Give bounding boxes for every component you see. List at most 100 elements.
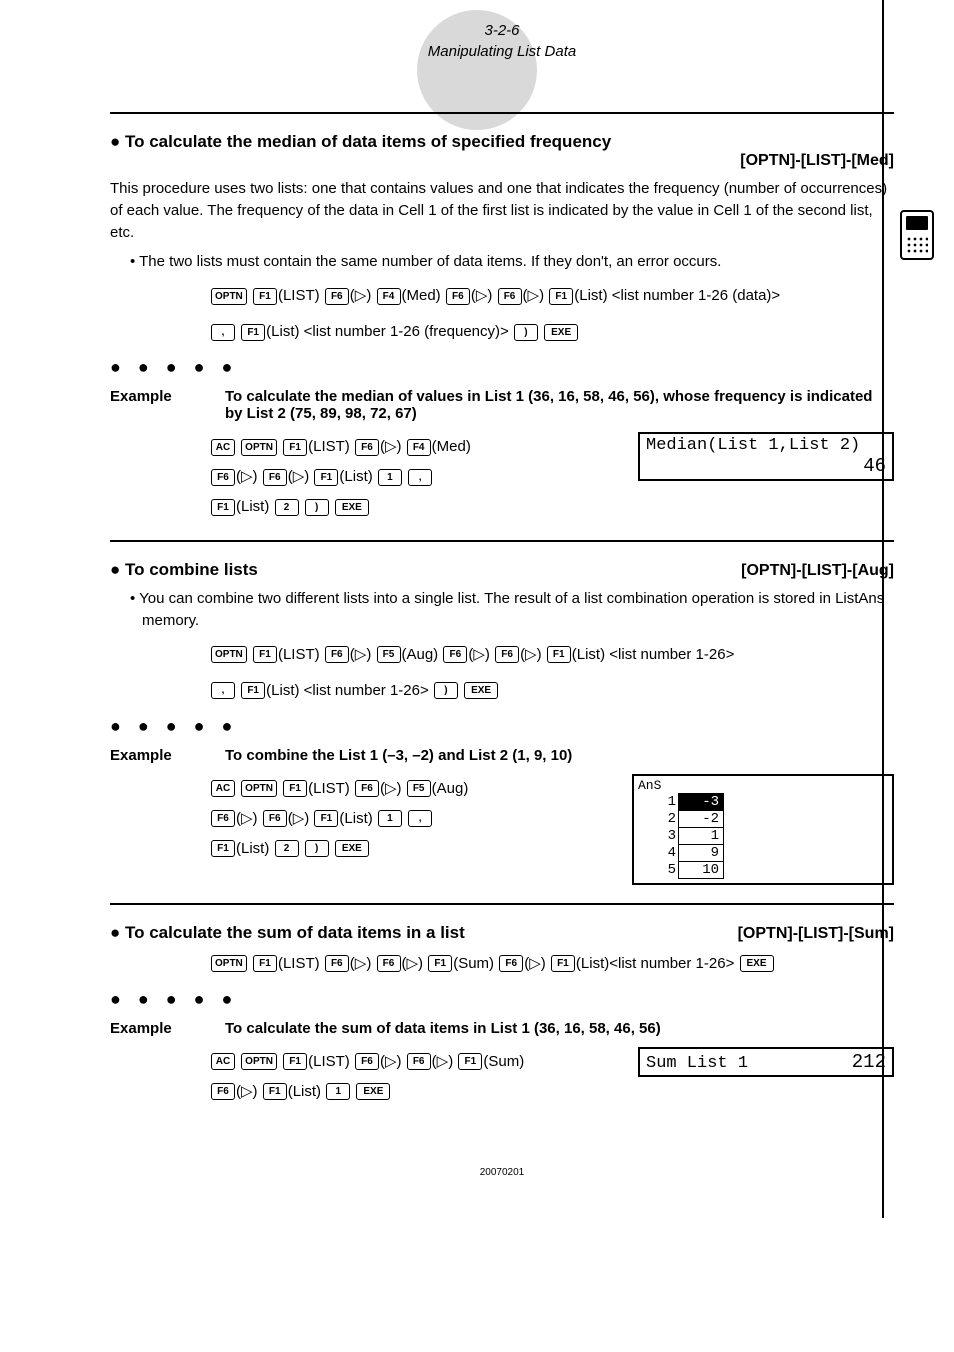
example-text: To calculate the median of values in Lis… — [225, 388, 894, 422]
section-median: ● To calculate the median of data items … — [110, 132, 894, 522]
key-f6: F6 — [355, 1053, 379, 1070]
example-keystrokes: AC OPTN F1(LIST) F6(▷) F4(Med) F6(▷) F6(… — [210, 432, 894, 522]
result-display: AnS 1-32-23149510 — [632, 774, 894, 885]
key-f6: F6 — [355, 780, 379, 797]
key-optn: OPTN — [211, 646, 247, 663]
key-2: 2 — [275, 499, 299, 516]
key-f6: F6 — [325, 955, 349, 972]
key-f6: F6 — [211, 469, 235, 486]
keystroke-block: AC OPTN F1(LIST) F6(▷) F5(Aug) F6(▷) F6(… — [210, 774, 602, 864]
key-f1: F1 — [283, 780, 307, 797]
key-f1: F1 — [314, 810, 338, 827]
key-f6: F6 — [355, 439, 379, 456]
key-exe: EXE — [335, 840, 369, 857]
key-f1: F1 — [283, 1053, 307, 1070]
section-title: ● To calculate the median of data items … — [110, 132, 894, 152]
key-rparen: ) — [514, 324, 538, 341]
key-rparen: ) — [305, 840, 329, 857]
key-comma: , — [211, 682, 235, 699]
key-f1: F1 — [241, 324, 265, 341]
section-title: ● To calculate the sum of data items in … — [110, 923, 465, 943]
key-f5: F5 — [407, 780, 431, 797]
key-exe: EXE — [335, 499, 369, 516]
calculator-icon — [900, 210, 934, 260]
footer-date: 20070201 — [110, 1167, 894, 1178]
key-f1: F1 — [211, 499, 235, 516]
ans-row-index: 5 — [656, 861, 679, 878]
ans-row-value: 9 — [679, 844, 724, 861]
key-f6: F6 — [325, 288, 349, 305]
key-ac: AC — [211, 780, 235, 797]
result-value: 46 — [646, 455, 886, 477]
ans-row-index: 2 — [656, 810, 679, 827]
section-menu: [OPTN]-[LIST]-[Med] — [110, 152, 894, 170]
keystroke-block: AC OPTN F1(LIST) F6(▷) F4(Med) F6(▷) F6(… — [210, 432, 608, 522]
key-f1: F1 — [263, 1083, 287, 1100]
section-title: ● To combine lists — [110, 560, 258, 580]
key-comma: , — [211, 324, 235, 341]
key-2: 2 — [275, 840, 299, 857]
key-f1: F1 — [283, 439, 307, 456]
key-exe: EXE — [544, 324, 578, 341]
ans-header: AnS — [638, 778, 888, 793]
key-f6: F6 — [498, 288, 522, 305]
key-optn: OPTN — [241, 780, 277, 797]
key-f6: F6 — [377, 955, 401, 972]
key-f6: F6 — [407, 1053, 431, 1070]
keystroke-block: AC OPTN F1(LIST) F6(▷) F6(▷) F1(Sum) F6(… — [210, 1047, 608, 1107]
key-f4: F4 — [407, 439, 431, 456]
section-combine: ● To combine lists [OPTN]-[LIST]-[Aug] •… — [110, 560, 894, 885]
ans-row-index: 4 — [656, 844, 679, 861]
key-f1: F1 — [551, 955, 575, 972]
key-f6: F6 — [499, 955, 523, 972]
example-dots: ● ● ● ● ● — [110, 716, 894, 737]
key-ac: AC — [211, 1053, 235, 1070]
example-text: To combine the List 1 (–3, –2) and List … — [225, 747, 894, 764]
key-f6: F6 — [446, 288, 470, 305]
example-text: To calculate the sum of data items in Li… — [225, 1020, 894, 1037]
example-label: Example — [110, 747, 195, 764]
divider — [110, 112, 894, 114]
keystroke-line: OPTN F1(LIST) F6(▷) F5(Aug) F6(▷) F6(▷) … — [210, 640, 894, 670]
section-bullet: • The two lists must contain the same nu… — [130, 251, 894, 273]
key-exe: EXE — [740, 955, 774, 972]
key-1: 1 — [326, 1083, 350, 1100]
key-f1: F1 — [428, 955, 452, 972]
section-para: This procedure uses two lists: one that … — [110, 178, 894, 243]
key-f6: F6 — [263, 810, 287, 827]
key-ac: AC — [211, 439, 235, 456]
result-display: Sum List 1 212 — [638, 1047, 894, 1077]
key-comma: , — [408, 469, 432, 486]
page: 3-2-6 Manipulating List Data ● To calcul… — [0, 0, 954, 1218]
key-f6: F6 — [325, 646, 349, 663]
key-comma: , — [408, 810, 432, 827]
ans-row-value: -2 — [679, 810, 724, 827]
key-rparen: ) — [305, 499, 329, 516]
key-f6: F6 — [211, 810, 235, 827]
key-1: 1 — [378, 469, 402, 486]
key-f6: F6 — [443, 646, 467, 663]
page-header: 3-2-6 Manipulating List Data — [110, 20, 894, 62]
ans-row-index: 3 — [656, 827, 679, 844]
result-value: 212 — [852, 1051, 886, 1073]
key-f1: F1 — [253, 646, 277, 663]
keystroke-line: OPTN F1(LIST) F6(▷) F6(▷) F1(Sum) F6(▷) … — [210, 949, 894, 979]
key-optn: OPTN — [211, 955, 247, 972]
key-f6: F6 — [495, 646, 519, 663]
ans-row-value: 10 — [679, 861, 724, 878]
keystroke-line: OPTN F1(LIST) F6(▷) F4(Med) F6(▷) F6(▷) … — [210, 281, 894, 311]
result-display: Median(List 1,List 2) 46 — [638, 432, 894, 481]
example-dots: ● ● ● ● ● — [110, 357, 894, 378]
key-1: 1 — [378, 810, 402, 827]
key-exe: EXE — [356, 1083, 390, 1100]
divider — [110, 903, 894, 905]
key-f1: F1 — [458, 1053, 482, 1070]
key-exe: EXE — [464, 682, 498, 699]
right-border — [882, 0, 884, 1218]
key-f1: F1 — [549, 288, 573, 305]
example-label: Example — [110, 1020, 195, 1037]
example-label: Example — [110, 388, 195, 405]
key-f4: F4 — [377, 288, 401, 305]
key-f1: F1 — [211, 840, 235, 857]
example-row: Example To calculate the median of value… — [110, 388, 894, 422]
